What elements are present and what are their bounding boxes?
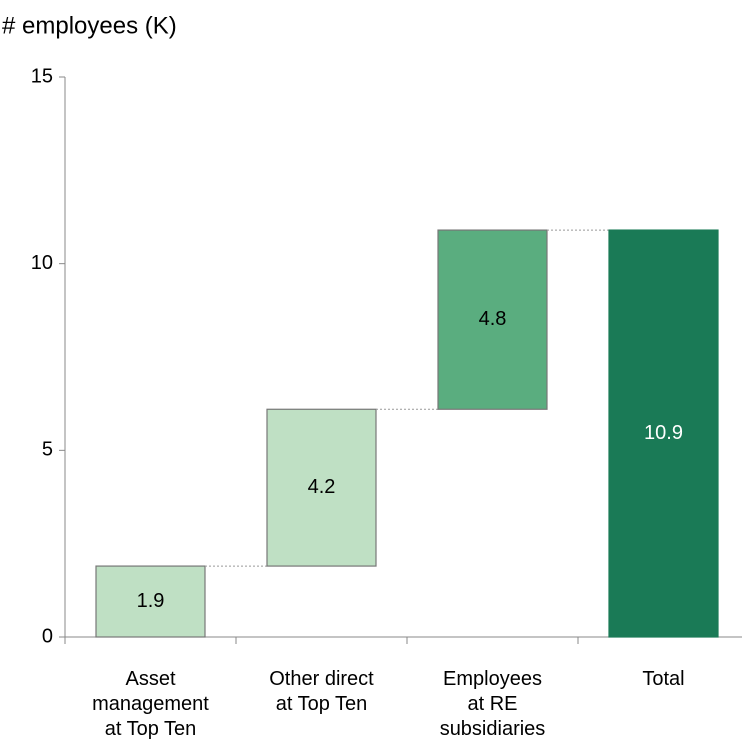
bar <box>608 229 719 638</box>
y-tick-label: 0 <box>42 625 53 647</box>
x-tick-label: Employees at RE subsidiaries <box>440 668 546 740</box>
x-tick-label: Other direct at Top Ten <box>269 668 374 715</box>
bar <box>95 565 206 638</box>
y-tick-label: 15 <box>31 65 53 87</box>
bar <box>266 408 377 567</box>
y-tick-label: 10 <box>31 252 53 274</box>
value-label: 4.8 <box>479 308 507 330</box>
bar <box>437 229 548 410</box>
y-tick-label: 5 <box>42 439 53 461</box>
y-axis-label: # employees (K) <box>2 12 177 39</box>
x-tick-label: Total <box>642 668 684 690</box>
value-label: 1.9 <box>137 590 165 612</box>
x-tick-label: Asset management at Top Ten <box>92 668 209 740</box>
value-label: 10.9 <box>644 422 683 444</box>
value-label: 4.2 <box>308 476 336 498</box>
